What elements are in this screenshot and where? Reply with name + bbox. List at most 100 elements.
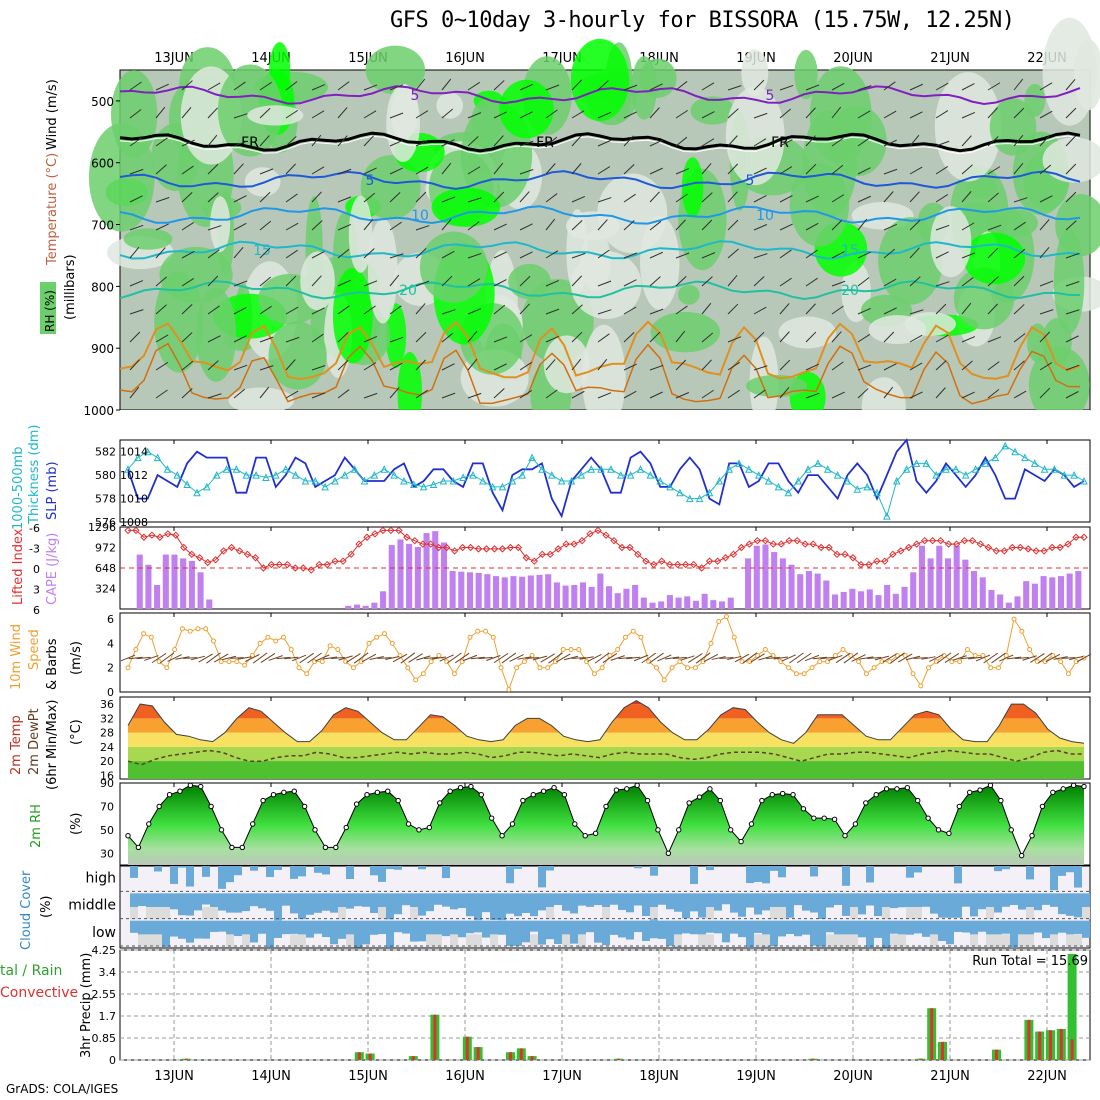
rh-shading-blob xyxy=(436,92,464,119)
wind-barb xyxy=(519,251,533,259)
wind-barb xyxy=(883,307,897,315)
wind-barb xyxy=(259,247,271,259)
wind-barb xyxy=(909,309,924,315)
thickness-tick-label: 582 xyxy=(95,446,116,459)
wind-barb xyxy=(883,363,897,371)
rh-shading-blob xyxy=(508,263,551,300)
surface-wind-barb xyxy=(695,652,711,664)
cloud-cell xyxy=(274,866,282,870)
precip-convective-bar xyxy=(368,1053,372,1060)
cloud-cell xyxy=(130,893,138,918)
surface-wind-barb xyxy=(167,654,182,662)
wind-barb xyxy=(337,107,348,119)
cloud-cell xyxy=(330,893,338,913)
cloud-cell xyxy=(778,893,786,908)
temp-tick-label: 24 xyxy=(100,741,114,754)
cloud-cell xyxy=(746,893,754,908)
wind-barb xyxy=(753,389,766,399)
wind-barb xyxy=(545,335,559,343)
wind-barb xyxy=(493,111,507,119)
surface-wind-barb xyxy=(431,656,446,660)
wind-speed-marker xyxy=(125,665,131,671)
lifted-index-marker xyxy=(1072,533,1080,541)
wind-speed-marker xyxy=(1042,659,1048,665)
cape-bar xyxy=(180,558,187,609)
wind-barb xyxy=(753,276,765,287)
wind-barb xyxy=(1039,387,1051,399)
rh-shading-blob xyxy=(963,232,1026,285)
wind-barb xyxy=(155,164,167,175)
precip-tick-label: 3.4 xyxy=(99,966,117,979)
surface-wind-barb xyxy=(369,656,384,660)
cloud-cell xyxy=(922,893,930,907)
wind-speed-marker xyxy=(786,665,792,671)
date-label-bottom: 22JUN xyxy=(1027,1069,1067,1084)
thickness-marker xyxy=(301,476,310,485)
cloud-cell xyxy=(874,920,882,938)
wind-speed-marker xyxy=(840,646,846,652)
cloud-cell xyxy=(978,893,986,910)
wind-barb xyxy=(701,111,715,119)
lifted-index-marker xyxy=(124,526,132,535)
wind-barb xyxy=(935,165,949,175)
cape-bar xyxy=(953,545,960,609)
wind-speed-marker xyxy=(731,634,737,640)
thickness-marker xyxy=(281,465,290,473)
surface-wind-barb xyxy=(175,656,190,660)
lifted-index-marker xyxy=(849,554,857,562)
rh-marker xyxy=(301,803,308,810)
cloud-cell xyxy=(906,893,914,912)
date-label-bottom: 13JUN xyxy=(154,1069,194,1084)
lifted-index-marker xyxy=(140,533,148,541)
wind-barb xyxy=(389,253,404,259)
cloud-cell xyxy=(698,893,706,918)
wind-barb xyxy=(155,83,169,91)
cloud-cell xyxy=(178,893,186,916)
rh-marker xyxy=(146,821,152,827)
rh-marker xyxy=(364,792,370,798)
thickness-marker xyxy=(636,465,645,473)
lifted-index-marker xyxy=(275,560,284,569)
wind-barb xyxy=(181,165,194,175)
surface-wind-barb xyxy=(626,656,641,660)
wind-barb xyxy=(883,139,897,147)
temp-axis-label-4: (°C) xyxy=(69,719,84,745)
cloud-cell xyxy=(442,920,450,937)
cloud-cell xyxy=(746,920,754,948)
rh-marker xyxy=(707,786,713,792)
lifted-index-marker xyxy=(650,560,658,569)
cape-bar xyxy=(1066,573,1073,609)
wind-barb xyxy=(935,140,950,147)
cloud-cell xyxy=(810,866,818,877)
surface-wind-barb xyxy=(338,655,353,661)
surface-wind-barb xyxy=(493,652,509,664)
wind-barb xyxy=(597,249,610,259)
wind-barb xyxy=(935,251,949,259)
surface-wind-barb xyxy=(447,652,462,664)
lifted-index-marker xyxy=(219,547,228,555)
cloud-cell xyxy=(578,920,586,948)
wind-speed-marker xyxy=(187,628,193,634)
wind-barb xyxy=(363,84,378,91)
wind-barb xyxy=(571,390,585,399)
wind-speed-marker xyxy=(265,634,271,640)
lifted-index-marker xyxy=(578,536,586,545)
thickness-marker xyxy=(961,471,970,479)
slp-tick-label: 1010 xyxy=(120,493,148,506)
wind-barb xyxy=(623,252,638,259)
wind-barb xyxy=(259,365,274,371)
cloud-cell xyxy=(1050,920,1058,946)
rh-marker xyxy=(873,792,879,798)
wind-barb xyxy=(415,303,426,315)
wind-barb xyxy=(311,220,323,231)
cloud-cell xyxy=(634,920,642,933)
lifted-index-marker xyxy=(387,526,395,535)
cloud-cell xyxy=(1026,893,1034,912)
wind-barb xyxy=(857,195,871,203)
wind-barb xyxy=(415,139,429,147)
wind-barb xyxy=(207,163,219,175)
cloud-cell xyxy=(258,893,266,909)
wind-tick-label: 2 xyxy=(107,662,114,675)
wind-barb xyxy=(779,195,793,203)
cloud-cell xyxy=(138,920,146,946)
